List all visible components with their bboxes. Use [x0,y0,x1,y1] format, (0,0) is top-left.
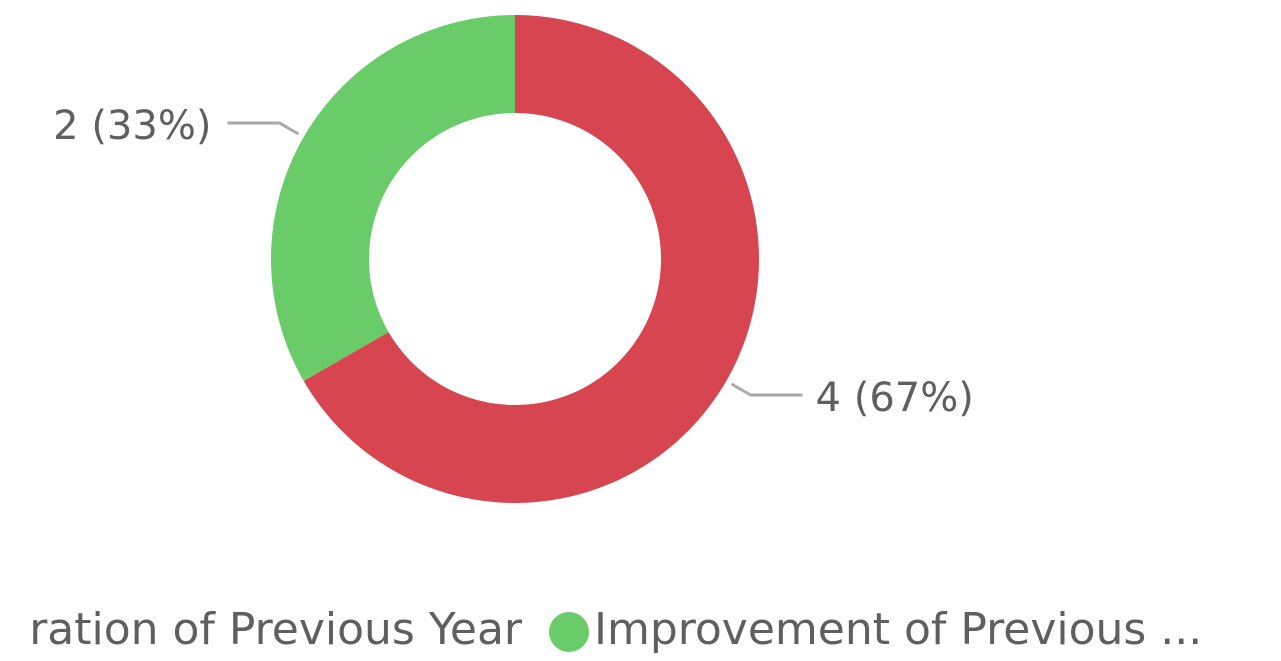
donut-slice [270,15,515,381]
leader-line [730,382,803,397]
data-label: 4 (67%) [816,375,974,421]
legend-marker [549,612,589,652]
legend-label: Improvement of Previous ... [594,604,1202,655]
data-label: 2 (33%) [53,103,211,149]
leader-line [227,121,300,136]
legend-label: ration of Previous Year [29,604,523,655]
donut-slice [303,15,759,503]
